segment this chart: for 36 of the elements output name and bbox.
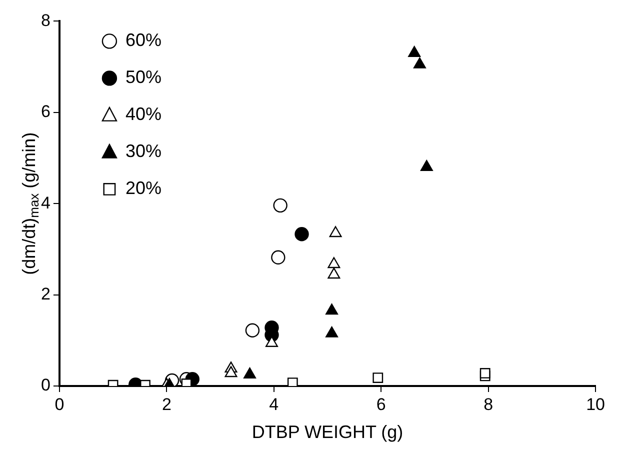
point <box>245 323 260 338</box>
x-tick-label: 4 <box>269 394 279 414</box>
point <box>328 268 340 279</box>
y-tick-label: 4 <box>40 193 50 212</box>
y-tick-label: 0 <box>40 376 50 395</box>
point <box>326 326 338 338</box>
x-axis-title: DTBP WEIGHT (g) <box>252 422 404 442</box>
point <box>480 368 490 378</box>
point <box>372 372 384 383</box>
point <box>326 304 338 315</box>
y-tick-label: 8 <box>40 10 50 30</box>
legend-label: 30% <box>125 141 162 162</box>
x-tick-label: 8 <box>484 394 494 414</box>
y-axis-title: (dm/dt)max (g/min) <box>18 132 42 275</box>
y-tick-label: 2 <box>40 284 50 304</box>
point <box>271 250 286 265</box>
point <box>420 160 433 171</box>
point <box>328 257 340 268</box>
point <box>329 226 342 238</box>
point <box>224 366 238 378</box>
x-tick-label: 2 <box>162 394 172 414</box>
x-tick-label: 0 <box>54 394 64 414</box>
y-tick-label: 6 <box>40 102 50 122</box>
point <box>287 378 298 386</box>
point <box>273 198 288 213</box>
x-tick-label: 10 <box>586 394 606 414</box>
legend-label: 20% <box>125 178 162 198</box>
point <box>266 336 278 347</box>
legend-label: 50% <box>125 67 162 88</box>
point <box>413 57 426 68</box>
x-tick-label: 6 <box>376 394 386 414</box>
point <box>294 227 309 242</box>
legend-label: 60% <box>125 30 162 50</box>
point <box>408 46 421 57</box>
point <box>244 368 256 378</box>
legend-label: 40% <box>125 104 162 124</box>
